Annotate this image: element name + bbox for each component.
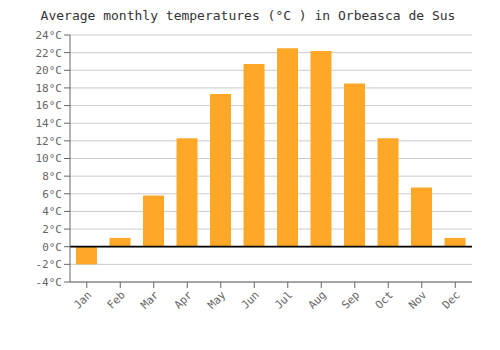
svg-text:Nov: Nov [406,288,430,312]
svg-text:10°C: 10°C [36,152,63,165]
html-text:Average monthly temperatures (: Average monthly temperatures (°C ) in Or… [40,8,456,23]
svg-text:8°C: 8°C [42,170,62,183]
svg-text:Aug: Aug [306,288,329,311]
svg-text:6°C: 6°C [42,188,62,201]
svg-text:0°C: 0°C [42,241,62,254]
svg-text:24°C: 24°C [36,29,63,42]
svg-text:12°C: 12°C [36,135,63,148]
svg-text:16°C: 16°C [36,99,63,112]
svg-text:Oct: Oct [373,288,396,311]
svg-text:4°C: 4°C [42,205,62,218]
svg-text:Mar: Mar [138,288,162,312]
svg-text:2°C: 2°C [42,223,62,236]
svg-text:18°C: 18°C [36,82,63,95]
svg-text:Apr: Apr [172,288,196,312]
svg-text:-4°C: -4°C [36,276,63,289]
svg-text:Jun: Jun [239,288,262,311]
svg-text:Sep: Sep [339,288,362,311]
svg-text:-2°C: -2°C [36,258,63,271]
svg-text:Feb: Feb [105,288,128,311]
svg-text:Jul: Jul [272,288,295,311]
svg-text:22°C: 22°C [36,47,63,60]
svg-text:20°C: 20°C [36,64,63,77]
svg-text:14°C: 14°C [36,117,63,130]
svg-text:May: May [205,288,229,312]
svg-text:Dec: Dec [440,288,463,311]
svg-text:Jan: Jan [71,288,94,311]
